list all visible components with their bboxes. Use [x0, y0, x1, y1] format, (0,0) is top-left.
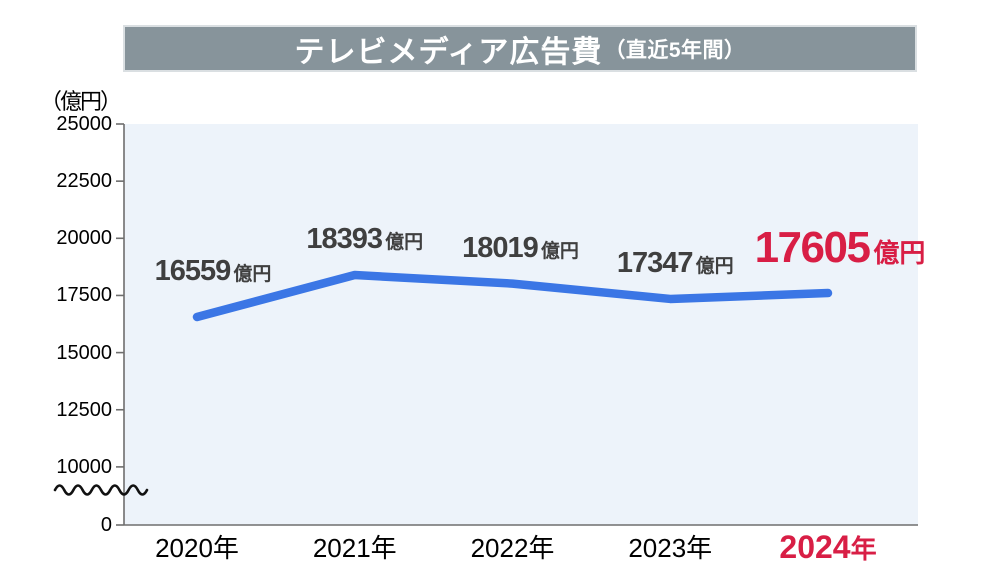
- point-value-unit: 億円: [540, 240, 579, 262]
- point-label-2022: 18019 億円: [462, 231, 579, 264]
- y-tick-label-22500: 22500: [56, 170, 112, 193]
- x-axis-label-2023: 2023年: [628, 533, 713, 563]
- y-tick-label-25000: 25000: [56, 113, 112, 135]
- y-tick-label-10000: 10000: [56, 455, 112, 478]
- y-tick-label-17500: 17500: [56, 284, 112, 307]
- x-axis-year-suffix: 年: [850, 534, 877, 564]
- x-axis-label-2024: 2024年: [779, 531, 876, 563]
- y-axis-unit-label: （億円）: [40, 89, 122, 114]
- point-value: 16559: [154, 254, 232, 287]
- y-tick-label-20000: 20000: [56, 227, 112, 250]
- point-label-2021: 18393 億円: [306, 225, 423, 254]
- point-label-2020: 16559 億円: [154, 254, 272, 287]
- point-value: 18019: [462, 231, 539, 264]
- point-value-unit: 億円: [695, 255, 734, 277]
- y-tick-label-0: 0: [100, 514, 112, 536]
- y-tick-label-15000: 15000: [56, 341, 112, 364]
- point-value: 18393: [306, 223, 383, 256]
- point-value-unit: 億円: [385, 232, 424, 254]
- point-value: 17347: [616, 246, 694, 279]
- point-label-2023: 17347 億円: [616, 246, 734, 279]
- x-axis-year: 2024: [779, 529, 851, 565]
- point-label-2024: 17605 億円: [755, 226, 926, 270]
- x-axis-label-2022: 2022年: [470, 533, 555, 563]
- chart-subtitle: （直近5年間）: [604, 38, 746, 62]
- plot-area: [124, 124, 918, 525]
- y-tick-label-12500: 12500: [56, 398, 112, 421]
- x-axis-label-2021: 2021年: [312, 533, 397, 563]
- x-axis-label-2020: 2020年: [155, 533, 239, 563]
- chart-title: テレビメディア広告費: [294, 35, 603, 69]
- data-line: [192, 270, 833, 322]
- chart-title-banner: テレビメディア広告費 （直近5年間）: [123, 25, 917, 72]
- axis-break-squiggle: [53, 484, 149, 496]
- point-value-unit: 億円: [873, 238, 926, 269]
- point-value-unit: 億円: [233, 263, 272, 285]
- point-value: 17605: [754, 223, 871, 273]
